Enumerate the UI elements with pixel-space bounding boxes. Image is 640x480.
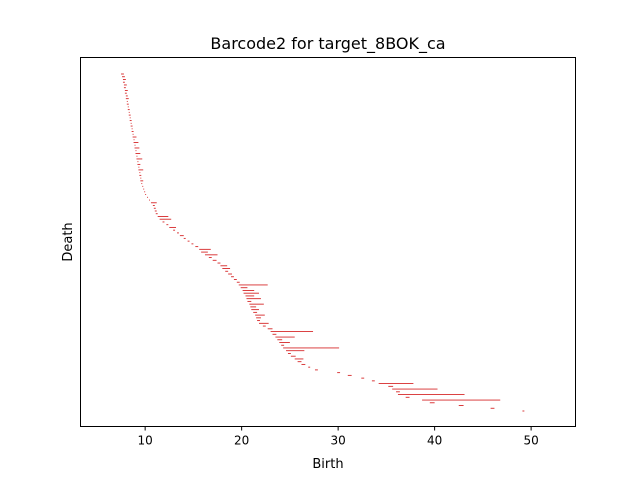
chart-title: Barcode2 for target_8BOK_ca [210,34,445,54]
x-axis-label: Birth [312,457,343,472]
plot-frame [80,57,576,427]
x-tick-label: 10 [138,434,153,448]
bars-layer [121,73,525,412]
y-axis-label: Death [61,222,76,261]
x-tick-label: 30 [330,434,345,448]
x-tick-label: 40 [427,434,442,448]
x-tick-label: 50 [523,434,538,448]
x-axis-ticks: 10 20 30 40 50 [138,426,539,448]
x-tick-label: 20 [234,434,249,448]
